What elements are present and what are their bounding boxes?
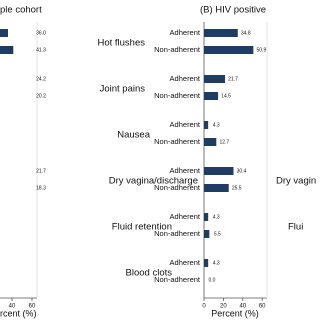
category-label: Joint pains: [100, 84, 146, 95]
value-label: 12.7: [219, 139, 229, 145]
value-label: 41.3: [36, 47, 46, 53]
value-label: 50.9: [257, 47, 267, 53]
x-axis-label: rcent (%): [0, 308, 37, 318]
category-label: Dry vagina/discharge: [109, 176, 198, 187]
category-label: Blood clots: [126, 268, 173, 279]
category-label: Fluid retention: [112, 222, 172, 233]
bar: [204, 92, 219, 100]
bar: [204, 46, 254, 54]
x-tick-label: 40: [239, 304, 246, 310]
category-label: Nausea: [117, 130, 150, 141]
value-label: 20.2: [36, 93, 46, 99]
bar: [204, 184, 229, 192]
bar: [204, 138, 217, 146]
series-label: Non-adherent: [154, 183, 201, 192]
series-label: Adherent: [170, 74, 201, 83]
bar: [204, 230, 210, 238]
series-label: Adherent: [170, 212, 201, 221]
series-label: Adherent: [170, 120, 201, 129]
bar: [0, 46, 14, 54]
value-label: 30.4: [237, 168, 247, 174]
category-label: Flui: [288, 222, 303, 233]
value-label: 5.5: [214, 231, 221, 237]
panel-title: (B) HIV positive: [200, 5, 266, 16]
x-tick-label: 60: [29, 304, 36, 310]
category-label: Hot flushes: [97, 38, 145, 49]
series-label: Non-adherent: [154, 275, 201, 284]
bar: [204, 167, 234, 175]
x-tick-label: 40: [9, 304, 16, 310]
value-label: 25.5: [232, 185, 242, 191]
value-label: 18.3: [36, 185, 46, 191]
series-label: Adherent: [170, 258, 201, 267]
value-label: 4.3: [213, 214, 220, 220]
series-label: Non-adherent: [154, 91, 201, 100]
bar: [204, 121, 209, 129]
x-axis-label: Percent (%): [211, 308, 259, 318]
bar: [204, 259, 209, 267]
value-label: 0.0: [209, 277, 216, 283]
value-label: 4.3: [213, 260, 220, 266]
series-label: Adherent: [170, 166, 201, 175]
series-label: Adherent: [170, 28, 201, 37]
value-label: 14.5: [221, 93, 231, 99]
bar: [0, 29, 8, 37]
panel-title: ple cohort: [0, 5, 42, 16]
value-label: 21.7: [36, 168, 46, 174]
x-tick-label: 60: [259, 304, 266, 310]
bar: [204, 213, 209, 221]
series-label: Non-adherent: [154, 45, 201, 54]
bar: [204, 29, 238, 37]
value-label: 4.3: [213, 122, 220, 128]
value-label: 34.8: [241, 30, 251, 36]
value-label: 36.0: [36, 30, 46, 36]
x-tick-label: 20: [220, 304, 227, 310]
x-tick-label: 0: [202, 304, 206, 310]
category-label: Dry vagin: [276, 176, 316, 187]
value-label: 21.7: [228, 76, 238, 82]
series-label: Non-adherent: [154, 137, 201, 146]
series-label: Non-adherent: [154, 229, 201, 238]
bar: [204, 75, 226, 83]
value-label: 24.2: [36, 76, 46, 82]
